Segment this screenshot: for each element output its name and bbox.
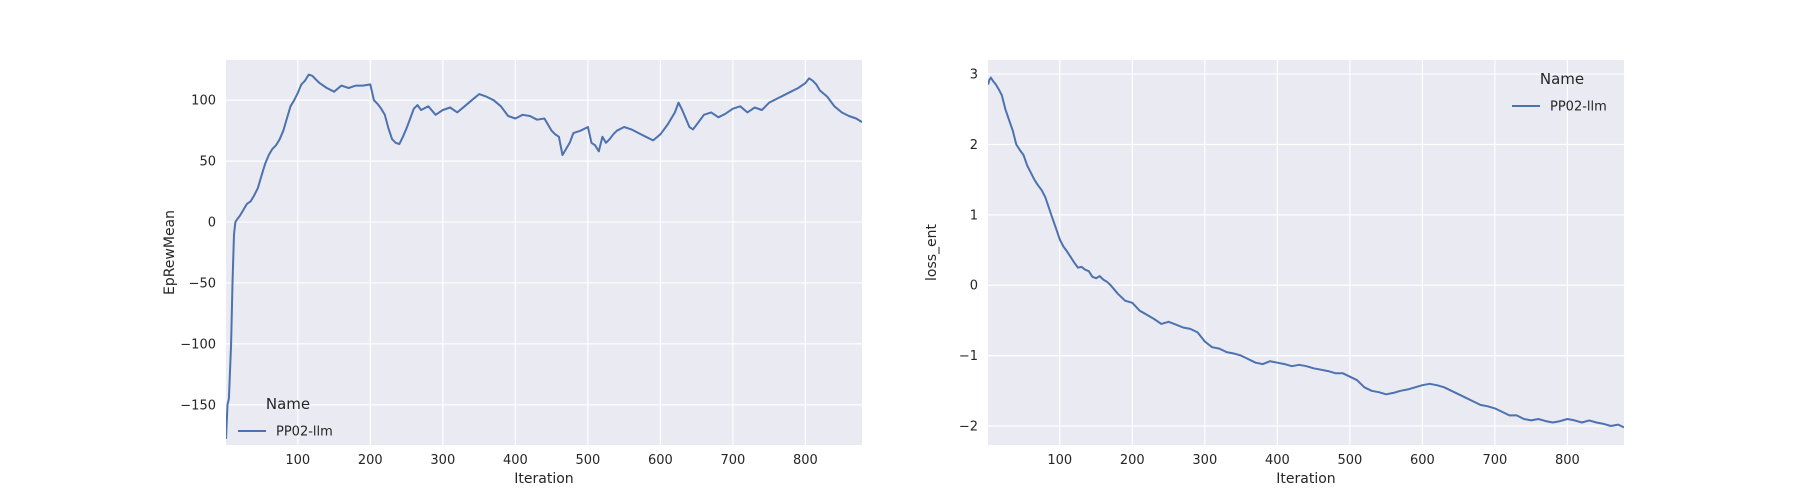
plot-area	[226, 60, 862, 445]
legend-title: Name	[266, 395, 310, 413]
x-tick-label: 500	[575, 453, 600, 468]
x-tick-label: 800	[793, 453, 818, 468]
x-tick-label: 700	[1483, 453, 1508, 468]
x-tick-label: 100	[1047, 453, 1072, 468]
x-axis-label: Iteration	[514, 471, 573, 487]
y-tick-label: 2	[970, 138, 978, 153]
x-tick-label: 600	[648, 453, 673, 468]
x-axis-label: Iteration	[1276, 471, 1335, 487]
y-tick-label: −150	[180, 398, 216, 413]
y-axis-label: loss_ent	[924, 223, 940, 281]
y-tick-label: 0	[208, 216, 216, 231]
y-tick-label: 50	[199, 155, 216, 170]
y-tick-label: −100	[180, 337, 216, 352]
legend: Name PP02-llm	[1512, 70, 1607, 115]
y-tick-label: 3	[970, 68, 978, 83]
y-tick-label: 0	[970, 279, 978, 294]
y-tick-label: −1	[959, 349, 978, 364]
series-line	[226, 73, 862, 439]
y-axis-label: EpRewMean	[162, 210, 178, 295]
legend: Name PP02-llm	[238, 395, 333, 440]
x-tick-label: 600	[1410, 453, 1435, 468]
series-line	[988, 76, 1624, 429]
x-tick-label: 400	[1265, 453, 1290, 468]
y-tick-label: −50	[189, 276, 216, 291]
x-tick-label: 200	[358, 453, 383, 468]
x-tick-label: 500	[1337, 453, 1362, 468]
y-tick-label: −2	[959, 419, 978, 434]
chart-1: 100 200 300 400 500 600 700 800 −150 −100 −50 0 50 10…	[162, 60, 862, 487]
x-tick-label: 800	[1555, 453, 1580, 468]
legend-title: Name	[1540, 70, 1584, 88]
y-tick-label: 1	[970, 208, 978, 223]
x-tick-label: 300	[1192, 453, 1217, 468]
chart-2: 100 200 300 400 500 600 700 800 −2 −1 0 1 2 3 Iteratio…	[924, 60, 1624, 487]
x-tick-label: 700	[721, 453, 746, 468]
x-tick-label: 200	[1120, 453, 1145, 468]
x-tick-label: 400	[503, 453, 528, 468]
legend-entry: PP02-llm	[276, 425, 333, 440]
x-tick-label: 100	[285, 453, 310, 468]
legend-entry: PP02-llm	[1550, 100, 1607, 115]
plot-area	[988, 60, 1624, 445]
x-tick-label: 300	[430, 453, 455, 468]
y-tick-label: 100	[191, 94, 216, 109]
